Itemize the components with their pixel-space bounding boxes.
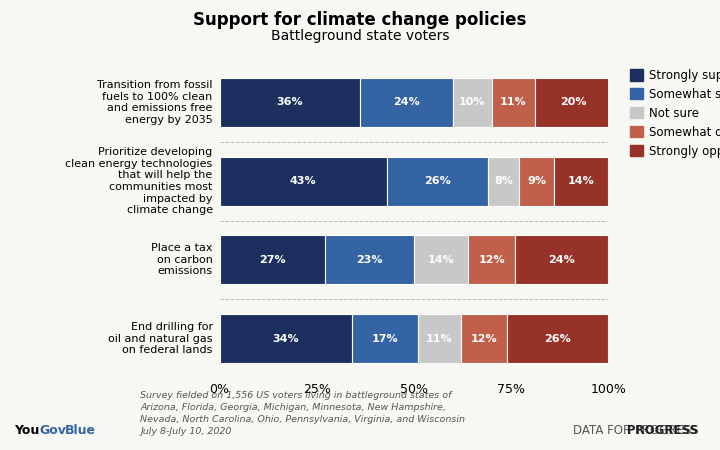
Bar [387, 157, 488, 206]
Text: 14%: 14% [568, 176, 595, 186]
Text: 43%: 43% [290, 176, 317, 186]
Text: Battleground state voters: Battleground state voters [271, 29, 449, 43]
Bar [554, 157, 608, 206]
Text: Gov: Gov [40, 423, 66, 436]
Text: 8%: 8% [494, 176, 513, 186]
Bar [515, 235, 608, 284]
Text: DATA FOR PROGRESS: DATA FOR PROGRESS [573, 423, 698, 436]
Text: 9%: 9% [527, 176, 546, 186]
Text: 11%: 11% [426, 333, 453, 344]
Bar [352, 314, 418, 363]
Bar [519, 157, 554, 206]
Text: 20%: 20% [560, 97, 587, 108]
Text: 17%: 17% [372, 333, 398, 344]
Bar [534, 78, 612, 127]
Bar [469, 235, 515, 284]
Bar [220, 78, 359, 127]
Text: You: You [14, 423, 40, 436]
Bar [220, 314, 352, 363]
Bar [492, 78, 534, 127]
Bar [488, 157, 519, 206]
Text: Survey fielded on 1,556 US voters living in battleground states of
Arizona, Flor: Survey fielded on 1,556 US voters living… [140, 392, 465, 436]
Text: 24%: 24% [549, 255, 575, 265]
Bar [418, 314, 461, 363]
Text: 26%: 26% [424, 176, 451, 186]
Text: PROGRESS: PROGRESS [565, 423, 698, 436]
Text: 26%: 26% [544, 333, 571, 344]
Text: 24%: 24% [393, 97, 420, 108]
Bar [461, 314, 508, 363]
Bar [414, 235, 469, 284]
Bar [220, 235, 325, 284]
Text: 23%: 23% [356, 255, 382, 265]
Text: 36%: 36% [276, 97, 303, 108]
Text: 11%: 11% [500, 97, 526, 108]
Legend: Strongly support, Somewhat support, Not sure, Somewhat oppose, Strongly oppose: Strongly support, Somewhat support, Not … [630, 69, 720, 158]
Bar [453, 78, 492, 127]
Bar [508, 314, 608, 363]
Text: 12%: 12% [479, 255, 505, 265]
Text: Support for climate change policies: Support for climate change policies [193, 11, 527, 29]
Text: 27%: 27% [258, 255, 285, 265]
Text: 12%: 12% [471, 333, 498, 344]
Text: 34%: 34% [272, 333, 299, 344]
Text: Blue: Blue [65, 423, 96, 436]
Text: 10%: 10% [459, 97, 485, 108]
Text: 14%: 14% [428, 255, 454, 265]
Bar [220, 157, 387, 206]
Bar [325, 235, 414, 284]
Bar [359, 78, 453, 127]
